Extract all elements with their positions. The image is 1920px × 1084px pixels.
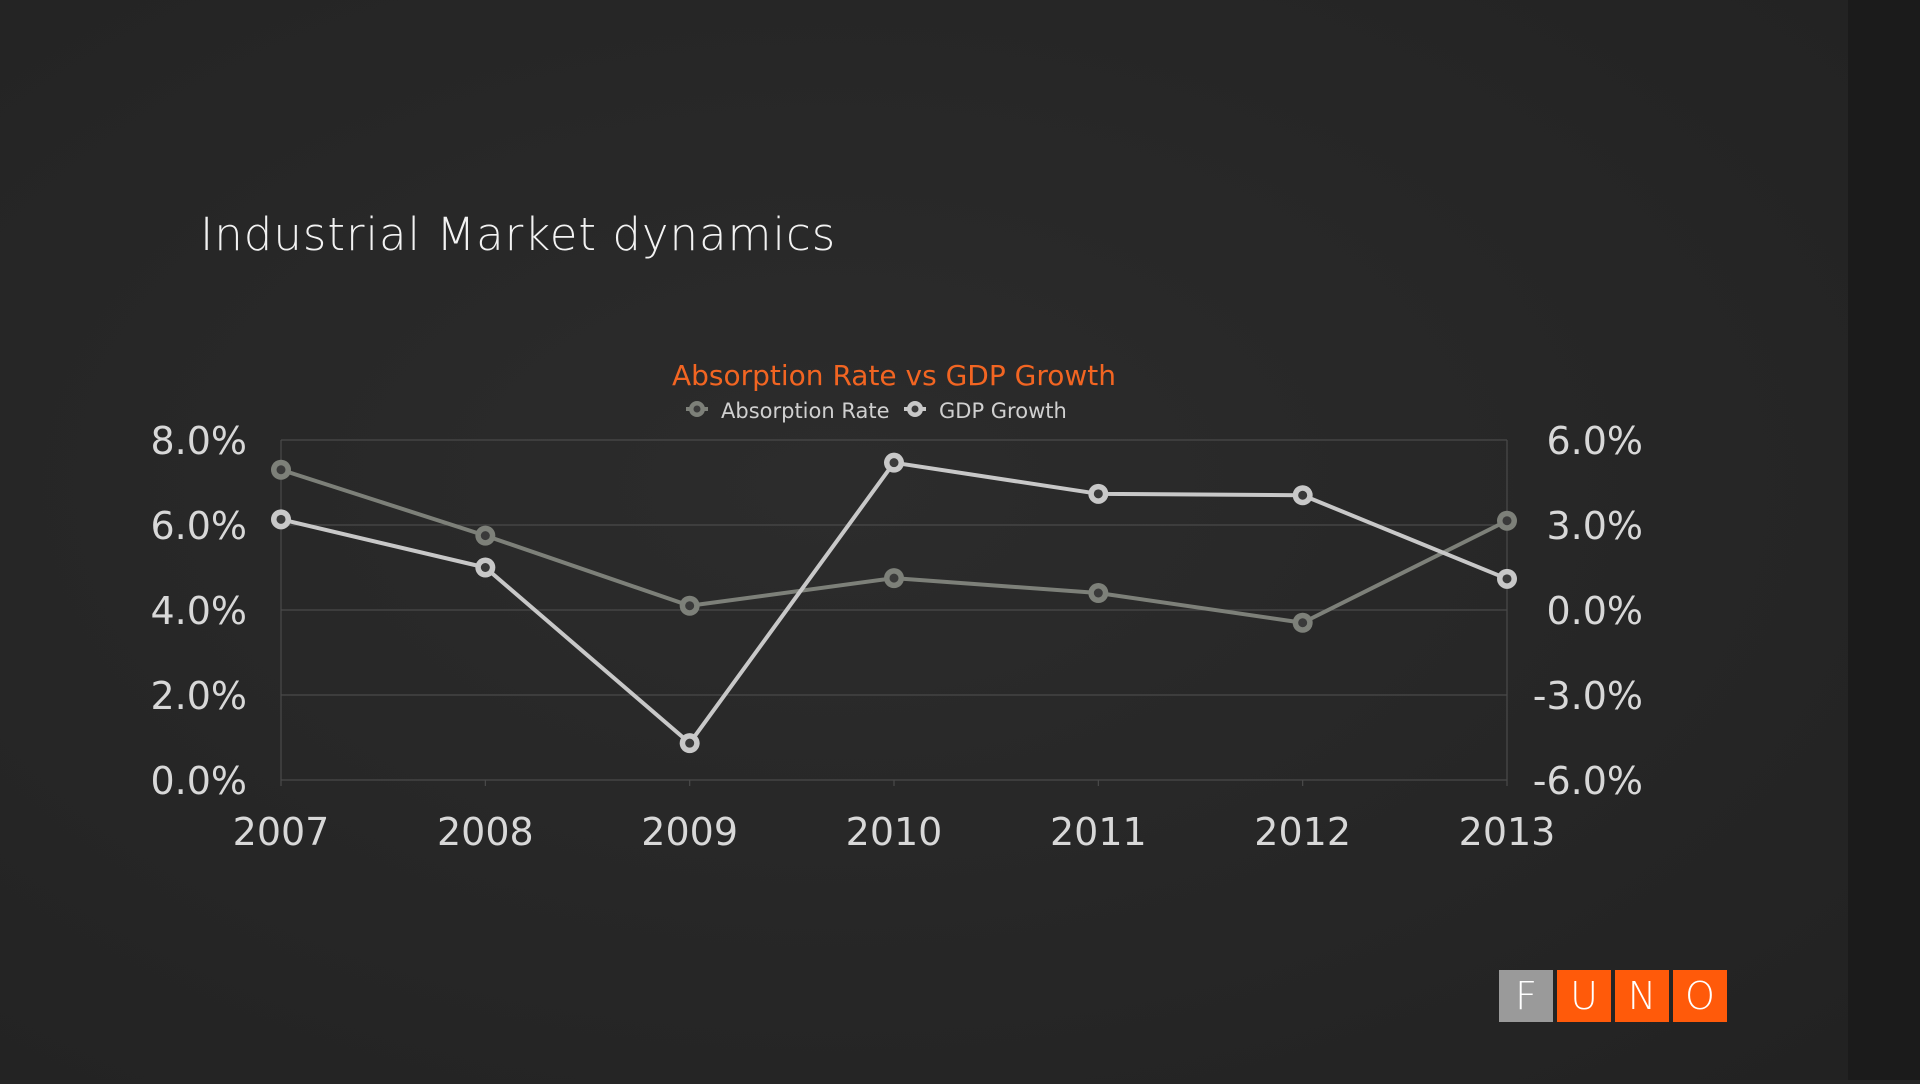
right-axis-tick-label: -3.0%	[1533, 674, 1643, 718]
left-axis-tick-label: 6.0%	[150, 504, 247, 548]
data-point-absorption	[1497, 510, 1517, 531]
chart-legend: Absorption Rate GDP Growth	[686, 399, 1067, 423]
marker-inner-gdp	[480, 563, 490, 572]
logo-letter-n: N	[1615, 970, 1669, 1022]
marker-inner-gdp	[1298, 490, 1308, 500]
legend-item-absorption: Absorption Rate	[686, 399, 890, 423]
legend-label-absorption: Absorption Rate	[721, 399, 890, 423]
left-axis-tick-label: 0.0%	[150, 759, 247, 803]
x-axis-tick-label: 2011	[1050, 810, 1147, 854]
marker-inner-absorption	[889, 573, 899, 583]
left-axis-tick-label: 8.0%	[150, 419, 247, 463]
data-point-gdp	[1497, 568, 1517, 589]
data-point-gdp	[884, 452, 904, 473]
data-point-gdp	[1292, 485, 1313, 506]
legend-item-gdp: GDP Growth	[904, 399, 1067, 423]
chart-axes: 0.0% 2.0% 4.0% 6.0% 8.0% -6.0% -3.0% 0.0% 3.0% 6.…	[150, 419, 1643, 854]
chart-container: Absorption Rate vs GDP Growth Absorption…	[150, 359, 1643, 854]
funo-logo: F U N O	[1499, 970, 1727, 1022]
marker-inner-absorption	[1502, 516, 1512, 526]
legend-label-gdp: GDP Growth	[939, 399, 1067, 423]
series-line-absorption	[280, 467, 1508, 625]
x-axis-tick-label: 2008	[437, 810, 534, 854]
x-axis-tick-label: 2013	[1459, 810, 1556, 854]
data-point-gdp	[679, 733, 700, 754]
marker-inner-absorption	[276, 465, 286, 475]
data-point-gdp	[271, 509, 291, 530]
data-point-absorption	[679, 595, 700, 616]
marker-inner-absorption	[1093, 588, 1103, 598]
logo-letter-f: F	[1499, 970, 1553, 1022]
slide-edge-strip	[1848, 0, 1920, 1080]
x-axis-tick-label: 2007	[233, 810, 330, 854]
data-point-absorption	[1292, 612, 1313, 633]
marker-inner-absorption	[1298, 618, 1308, 628]
right-axis-tick-label: 6.0%	[1546, 419, 1643, 463]
legend-marker-gdp-inner	[911, 405, 919, 413]
data-point-absorption	[1088, 583, 1109, 603]
chart-grid	[280, 439, 1508, 786]
line-chart: Absorption Rate vs GDP Growth Absorption…	[150, 359, 1643, 854]
marker-inner-gdp	[1502, 574, 1512, 584]
right-axis-tick-label: 0.0%	[1546, 589, 1643, 633]
marker-inner-gdp	[685, 738, 695, 748]
page-title: Industrial Market dynamics	[200, 208, 837, 261]
data-point-gdp	[1088, 483, 1109, 504]
marker-inner-gdp	[889, 458, 899, 468]
chart-series	[271, 452, 1517, 754]
series-line-gdp	[280, 460, 1508, 746]
marker-inner-gdp	[1093, 489, 1103, 499]
x-axis-tick-label: 2009	[641, 810, 738, 854]
left-axis-tick-label: 4.0%	[150, 589, 247, 633]
data-point-absorption	[271, 459, 291, 480]
marker-inner-gdp	[276, 514, 286, 524]
right-axis-tick-label: -6.0%	[1533, 759, 1643, 803]
marker-inner-absorption	[685, 601, 695, 611]
legend-marker-absorption-inner	[693, 405, 701, 413]
right-axis-tick-label: 3.0%	[1546, 504, 1643, 548]
data-point-absorption	[475, 525, 496, 546]
data-point-gdp	[475, 557, 496, 578]
marker-inner-absorption	[480, 531, 490, 541]
x-axis-tick-label: 2010	[846, 810, 943, 854]
logo-letter-o: O	[1673, 970, 1727, 1022]
left-axis-tick-label: 2.0%	[150, 674, 247, 718]
x-axis-tick-label: 2012	[1254, 810, 1351, 854]
data-point-absorption	[884, 568, 904, 589]
chart-title: Absorption Rate vs GDP Growth	[672, 359, 1116, 392]
logo-letter-u: U	[1557, 970, 1611, 1022]
slide-background	[0, 0, 1848, 1080]
